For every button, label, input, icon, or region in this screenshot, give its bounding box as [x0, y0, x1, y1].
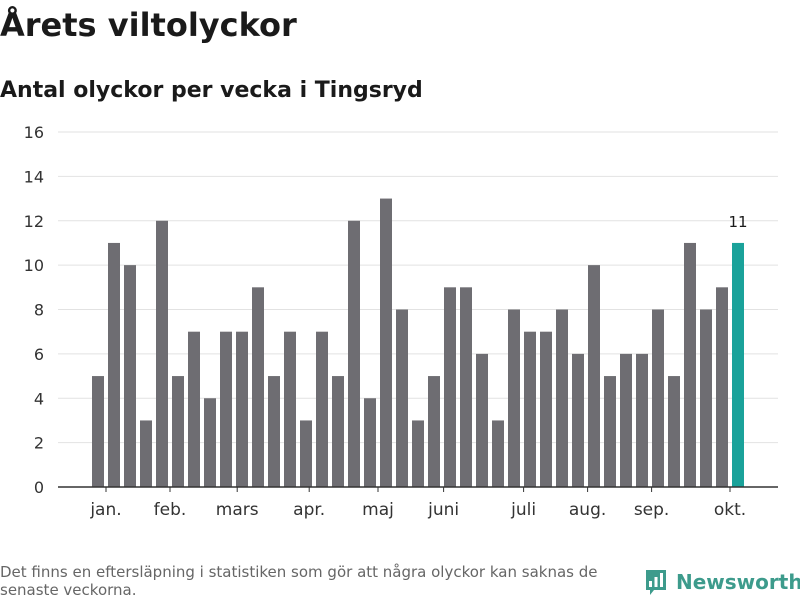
- bar: [684, 242, 696, 487]
- bar: [652, 309, 664, 487]
- y-tick-label: 16: [24, 123, 44, 142]
- bar: [620, 353, 632, 487]
- x-tick-label: aug.: [569, 500, 606, 520]
- x-tick-label: juli: [510, 500, 536, 520]
- bar: [716, 287, 728, 487]
- bar: [476, 353, 488, 487]
- bar: [252, 287, 264, 487]
- bar: [364, 398, 376, 487]
- x-tick-label: maj: [362, 500, 394, 520]
- bar: [636, 353, 648, 487]
- y-tick-label: 10: [24, 256, 44, 275]
- bar: [444, 287, 456, 487]
- brand-name: Newsworthy: [676, 570, 800, 594]
- x-axis-ticks: jan. feb. mars apr. maj juni juli aug. sep. okt.: [89, 487, 746, 520]
- bar: [284, 331, 296, 487]
- data-label: 11: [728, 213, 747, 231]
- y-tick-label: 0: [34, 478, 44, 497]
- y-tick-label: 14: [24, 167, 44, 186]
- bar: [556, 309, 568, 487]
- x-tick-label: apr.: [293, 500, 325, 520]
- y-tick-label: 6: [34, 345, 44, 364]
- bar: [220, 331, 232, 487]
- bar: [300, 420, 312, 487]
- bar: [204, 398, 216, 487]
- bar: [604, 376, 616, 487]
- bar-chart: 0 2 4 6 8 10 12 14 16 11 jan. feb. mars apr. maj juni…: [24, 123, 778, 520]
- bar: [332, 376, 344, 487]
- bar: [508, 309, 520, 487]
- y-axis-ticks: 0 2 4 6 8 10 12 14 16: [24, 123, 44, 497]
- bar: [124, 265, 136, 487]
- bar: [668, 376, 680, 487]
- data-labels: 11: [728, 213, 747, 231]
- y-tick-label: 2: [34, 434, 44, 453]
- x-tick-label: feb.: [154, 500, 187, 520]
- bar: [188, 331, 200, 487]
- chart-title: Årets viltolyckor: [0, 6, 297, 44]
- x-tick-label: jan.: [89, 500, 121, 520]
- bar-highlight: [732, 242, 744, 487]
- bar: [156, 220, 168, 487]
- x-tick-label: okt.: [714, 500, 746, 520]
- bar: [492, 420, 504, 487]
- brand-logo: Newsworthy: [644, 568, 800, 596]
- newsworthy-icon: [646, 570, 666, 595]
- bar: [572, 353, 584, 487]
- bar: [108, 242, 120, 487]
- bar: [524, 331, 536, 487]
- bar: [460, 287, 472, 487]
- bar: [412, 420, 424, 487]
- bar: [268, 376, 280, 487]
- bar: [172, 376, 184, 487]
- y-tick-label: 12: [24, 212, 44, 231]
- y-tick-label: 8: [34, 301, 44, 320]
- bar: [700, 309, 712, 487]
- bar: [348, 220, 360, 487]
- bar: [236, 331, 248, 487]
- bar: [588, 265, 600, 487]
- bar: [380, 198, 392, 487]
- y-tick-label: 4: [34, 389, 44, 408]
- bar: [316, 331, 328, 487]
- chart-subtitle: Antal olyckor per vecka i Tingsryd: [0, 78, 423, 103]
- footnote: Det finns en eftersläpning i statistiken…: [0, 563, 598, 599]
- bar: [428, 376, 440, 487]
- x-tick-label: juni: [427, 500, 459, 520]
- bar: [540, 331, 552, 487]
- bar: [396, 309, 408, 487]
- bar: [140, 420, 152, 487]
- x-tick-label: mars: [216, 500, 259, 520]
- bars: [92, 198, 744, 487]
- bar: [92, 376, 104, 487]
- x-tick-label: sep.: [634, 500, 670, 520]
